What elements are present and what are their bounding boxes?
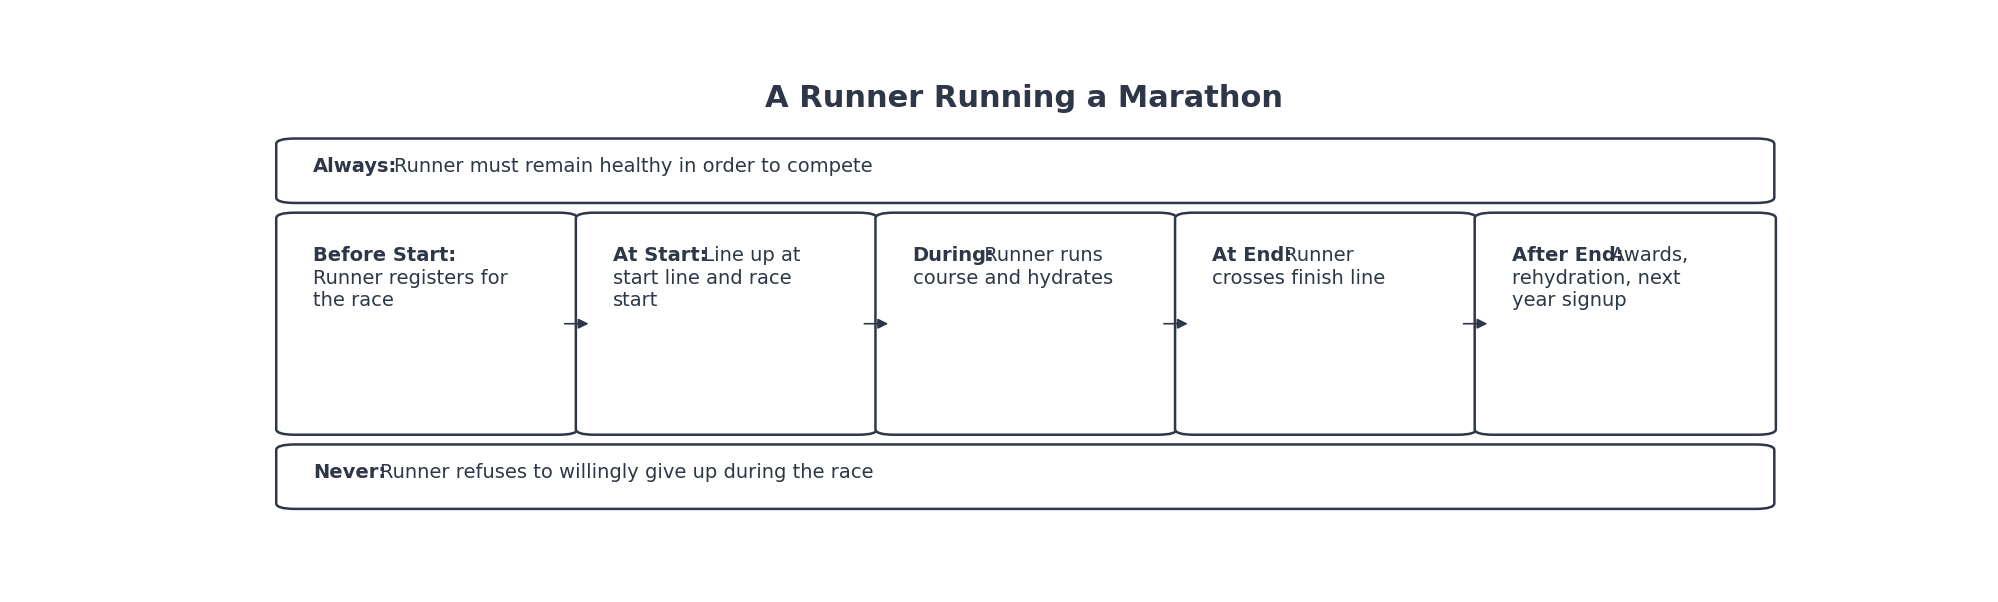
FancyBboxPatch shape — [276, 213, 577, 435]
Text: year signup: year signup — [1510, 291, 1626, 310]
Text: start line and race: start line and race — [613, 268, 791, 288]
FancyBboxPatch shape — [875, 213, 1177, 435]
FancyBboxPatch shape — [1475, 213, 1774, 435]
Text: Runner must remain healthy in order to compete: Runner must remain healthy in order to c… — [394, 157, 873, 176]
Text: Awards,: Awards, — [1604, 246, 1688, 265]
Text: crosses finish line: crosses finish line — [1211, 268, 1385, 288]
Text: During:: During: — [913, 246, 993, 265]
Text: Runner registers for: Runner registers for — [314, 268, 507, 288]
Text: Line up at: Line up at — [697, 246, 801, 265]
FancyBboxPatch shape — [575, 213, 877, 435]
Text: Always:: Always: — [314, 157, 398, 176]
Text: A Runner Running a Marathon: A Runner Running a Marathon — [765, 84, 1283, 113]
Text: Runner runs: Runner runs — [977, 246, 1103, 265]
FancyBboxPatch shape — [276, 444, 1774, 509]
Text: the race: the race — [314, 291, 394, 310]
Text: Runner: Runner — [1277, 246, 1353, 265]
Text: After End:: After End: — [1510, 246, 1622, 265]
Text: course and hydrates: course and hydrates — [913, 268, 1113, 288]
FancyBboxPatch shape — [276, 138, 1774, 203]
FancyBboxPatch shape — [1175, 213, 1475, 435]
Text: Runner refuses to willingly give up during the race: Runner refuses to willingly give up duri… — [380, 462, 873, 482]
Text: At Start:: At Start: — [613, 246, 707, 265]
Text: Never:: Never: — [314, 462, 386, 482]
Text: Before Start:: Before Start: — [314, 246, 456, 265]
Text: At End:: At End: — [1211, 246, 1291, 265]
Text: rehydration, next: rehydration, next — [1510, 268, 1680, 288]
Text: start: start — [613, 291, 657, 310]
